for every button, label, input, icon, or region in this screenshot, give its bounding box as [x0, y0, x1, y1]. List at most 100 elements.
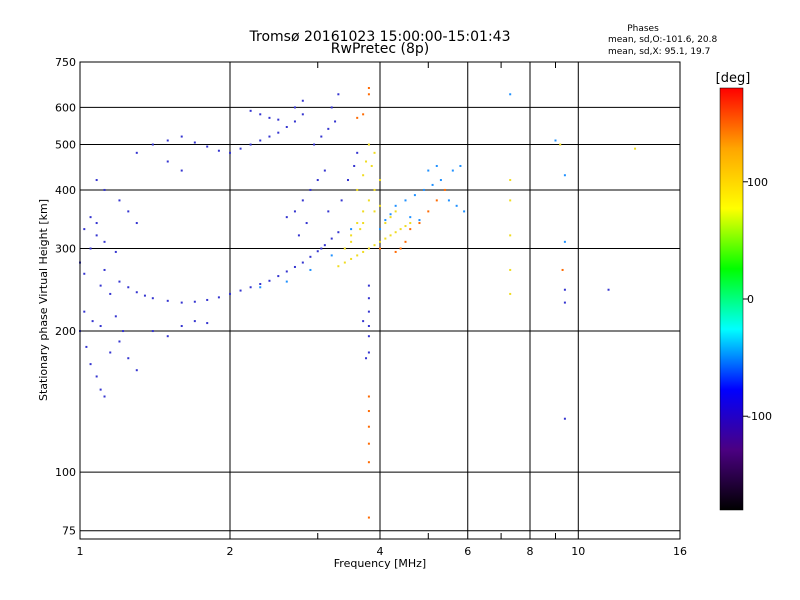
data-point	[337, 93, 340, 96]
data-point	[362, 174, 365, 177]
y-tick-label: 600	[55, 101, 76, 114]
data-point	[259, 286, 262, 289]
data-point	[435, 164, 438, 167]
data-point	[370, 164, 373, 167]
data-point	[418, 222, 421, 225]
data-point	[239, 147, 242, 150]
data-point	[135, 291, 138, 294]
y-tick-label: 100	[55, 466, 76, 479]
data-point	[285, 216, 288, 219]
data-point	[455, 204, 458, 207]
data-point	[394, 210, 397, 213]
data-point	[320, 247, 323, 250]
data-point	[394, 231, 397, 234]
data-point	[384, 222, 387, 225]
data-point	[297, 234, 300, 237]
data-point	[362, 222, 365, 225]
data-point	[305, 222, 308, 225]
data-point	[404, 240, 407, 243]
data-point	[367, 461, 370, 464]
data-point	[95, 375, 98, 378]
data-point	[373, 210, 376, 213]
data-point	[367, 143, 370, 146]
colorbar-tick-label: -100	[747, 410, 772, 423]
data-point	[127, 357, 130, 360]
data-point	[118, 340, 121, 343]
data-point	[268, 135, 271, 138]
data-point	[634, 147, 637, 150]
data-point	[431, 183, 434, 186]
data-point	[413, 194, 416, 197]
x-tick-label: 16	[673, 545, 687, 558]
data-point	[373, 244, 376, 247]
data-point	[89, 363, 92, 366]
data-point	[95, 222, 98, 225]
data-point	[356, 222, 359, 225]
data-point	[249, 286, 252, 289]
data-point	[327, 127, 330, 130]
data-point	[367, 442, 370, 445]
data-point	[316, 250, 319, 253]
data-point	[259, 113, 262, 116]
data-point	[229, 292, 231, 295]
data-point	[367, 395, 370, 398]
data-point	[384, 219, 387, 222]
data-point	[109, 292, 112, 295]
data-point	[350, 240, 353, 243]
data-point	[166, 335, 169, 338]
data-point	[409, 222, 412, 225]
data-point	[180, 325, 183, 328]
data-point	[459, 164, 462, 167]
data-point	[293, 106, 296, 109]
data-point	[509, 179, 512, 182]
data-point	[193, 300, 196, 303]
data-point	[83, 310, 86, 313]
colorbar	[719, 87, 744, 511]
data-point	[151, 330, 154, 333]
data-point	[563, 301, 566, 304]
data-point	[379, 204, 381, 207]
data-point	[509, 199, 512, 202]
data-point	[95, 234, 98, 237]
data-point	[389, 216, 392, 219]
x-tick-label: 4	[377, 545, 384, 558]
data-point	[389, 213, 392, 216]
data-point	[379, 240, 381, 243]
data-point	[384, 237, 387, 240]
data-point	[166, 139, 169, 142]
data-point	[309, 255, 312, 258]
data-point	[509, 268, 512, 271]
data-point	[103, 240, 106, 243]
data-point	[367, 410, 370, 413]
data-point	[394, 250, 397, 253]
data-point	[563, 174, 566, 177]
data-point	[337, 265, 340, 268]
data-points	[79, 87, 637, 519]
data-point	[404, 199, 407, 202]
data-point	[114, 250, 117, 253]
data-point	[367, 284, 370, 287]
y-tick-label: 200	[55, 325, 76, 338]
data-point	[399, 247, 402, 250]
data-point	[362, 113, 365, 116]
x-tick-label: 1	[77, 545, 84, 558]
x-tick-label: 10	[571, 545, 585, 558]
data-point	[122, 330, 125, 333]
data-point	[166, 299, 169, 302]
data-point	[367, 335, 370, 338]
y-tick-label: 500	[55, 139, 76, 152]
data-point	[367, 310, 370, 313]
data-point	[373, 151, 376, 154]
data-point	[367, 297, 370, 300]
data-point	[367, 247, 370, 250]
data-point	[367, 199, 370, 202]
colorbar-ticks: 100 0 -100	[743, 176, 772, 423]
data-point	[607, 288, 610, 291]
data-point	[327, 210, 330, 213]
y-axis-label: Stationary phase Virtual Height [km]	[37, 199, 50, 401]
data-point	[409, 228, 412, 231]
data-point	[365, 357, 368, 360]
x-tick-label: 8	[527, 545, 534, 558]
y-tick-label: 750	[55, 56, 76, 69]
data-point	[114, 315, 117, 318]
